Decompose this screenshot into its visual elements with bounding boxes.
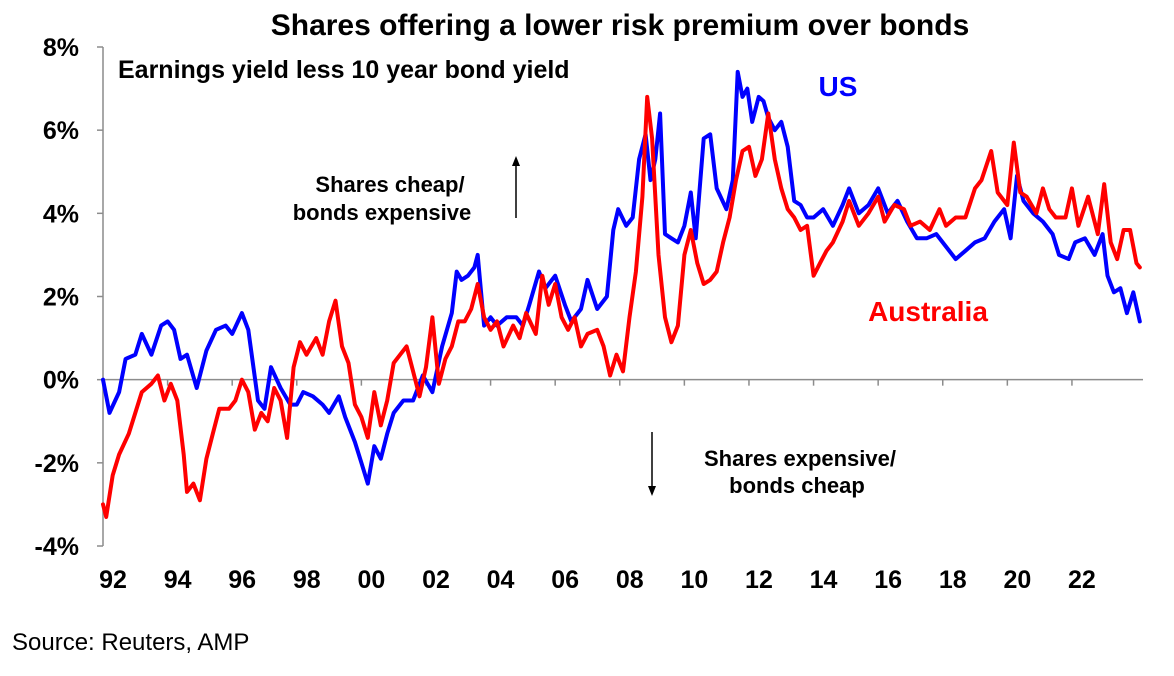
y-axis: -4% -2% 0% 2% 4% 6% 8% xyxy=(35,34,104,561)
y-tick-label: 8% xyxy=(43,34,79,62)
series-line-us xyxy=(101,69,1142,486)
x-tick-label: 16 xyxy=(874,566,902,594)
up-arrow-icon xyxy=(512,156,520,218)
x-tick-label: 10 xyxy=(680,566,708,594)
y-tick-label: 4% xyxy=(43,200,79,228)
annotation-bonds-cheap: bonds cheap xyxy=(729,473,865,498)
x-axis: 92 94 96 98 00 02 04 06 08 10 12 14 16 18 20 22 xyxy=(99,378,1143,594)
down-arrow-icon xyxy=(648,432,656,496)
x-tick-label: 98 xyxy=(293,566,321,594)
series-lines xyxy=(101,69,1142,519)
y-tick-label: 0% xyxy=(43,367,79,395)
annotation-bonds-expensive: bonds expensive xyxy=(293,200,472,225)
y-tick-label: -4% xyxy=(35,533,79,561)
x-tick-label: 96 xyxy=(228,566,256,594)
y-tick-label: -2% xyxy=(35,450,79,478)
series-label-australia: Australia xyxy=(868,296,988,327)
x-tick-label: 22 xyxy=(1068,566,1096,594)
series-line-australia xyxy=(101,94,1142,519)
x-tick-label: 04 xyxy=(487,566,515,594)
x-tick-label: 02 xyxy=(422,566,450,594)
y-tick-label: 6% xyxy=(43,117,79,145)
chart-subtitle: Earnings yield less 10 year bond yield xyxy=(118,56,570,84)
x-tick-label: 06 xyxy=(551,566,579,594)
x-tick-label: 94 xyxy=(164,566,192,594)
x-tick-label: 08 xyxy=(616,566,644,594)
chart-title: Shares offering a lower risk premium ove… xyxy=(271,9,970,42)
x-tick-label: 92 xyxy=(99,566,127,594)
series-label-us: US xyxy=(819,71,858,102)
x-tick-label: 14 xyxy=(810,566,838,594)
source-note: Source: Reuters, AMP xyxy=(12,629,249,656)
annotation-shares-cheap: Shares cheap/ xyxy=(315,172,464,197)
annotation-shares-expensive: Shares expensive/ xyxy=(704,446,896,471)
x-tick-label: 00 xyxy=(357,566,385,594)
y-tick-label: 2% xyxy=(43,284,79,312)
x-tick-label: 18 xyxy=(939,566,967,594)
x-tick-label: 20 xyxy=(1003,566,1031,594)
x-tick-label: 12 xyxy=(745,566,773,594)
